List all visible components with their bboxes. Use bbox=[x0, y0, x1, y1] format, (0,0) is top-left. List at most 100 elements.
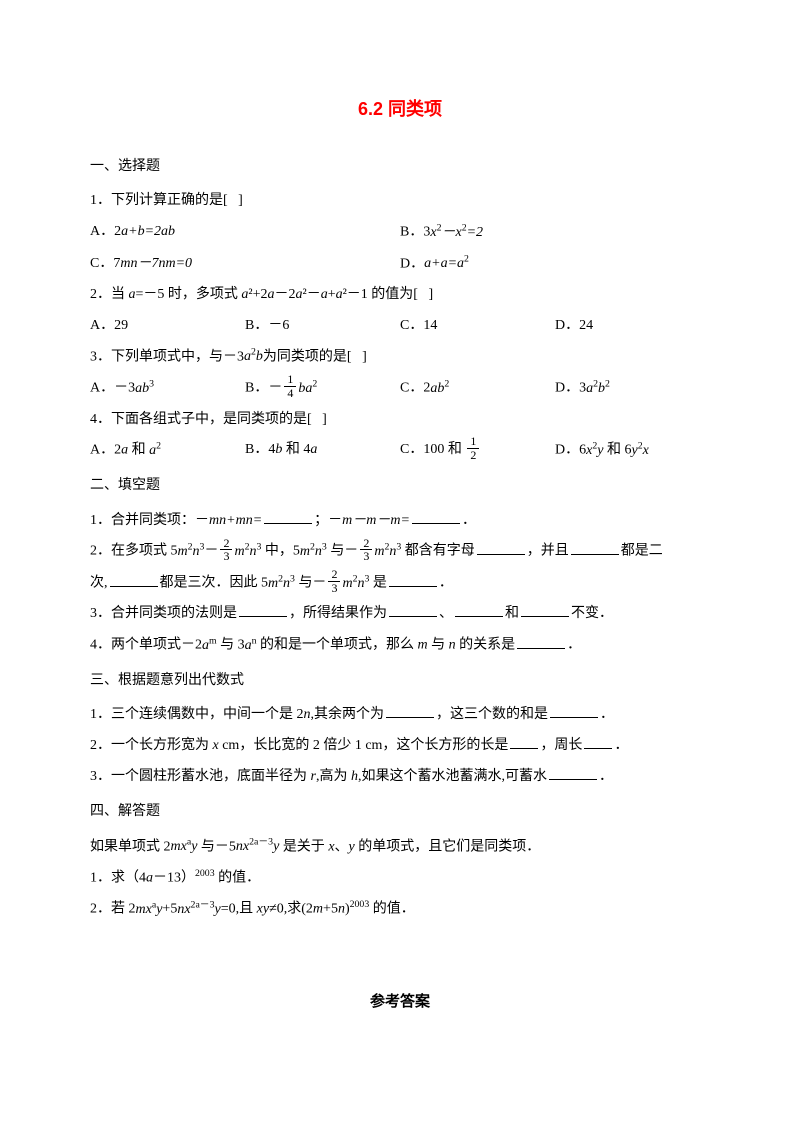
t: +5 bbox=[323, 902, 338, 917]
fill-blank[interactable] bbox=[571, 542, 619, 556]
v: m bbox=[418, 638, 428, 653]
t: ． bbox=[600, 707, 614, 722]
fill-blank[interactable] bbox=[549, 766, 597, 780]
fill-blank[interactable] bbox=[521, 604, 569, 618]
frac-icon: 12 bbox=[467, 435, 479, 461]
opt-C: C．100 和 12 bbox=[400, 435, 555, 466]
t: ；－ bbox=[314, 513, 342, 528]
fill-blank[interactable] bbox=[550, 705, 598, 719]
s2-q3: 3．合并同类项的法则是，所得结果作为、和不变． bbox=[90, 599, 710, 630]
label: B．3 bbox=[400, 225, 430, 240]
expr: ba2 bbox=[298, 381, 317, 396]
text: ] bbox=[238, 193, 243, 208]
section-1-heading: 一、选择题 bbox=[90, 152, 710, 183]
opt-A: A．2a 和 a2 bbox=[90, 435, 245, 466]
t: 为同类项的是[ bbox=[263, 349, 352, 364]
v: n bbox=[304, 707, 311, 722]
t: =0,且 bbox=[221, 902, 257, 917]
s: 2a－3 bbox=[249, 837, 273, 848]
label: B．－ bbox=[245, 381, 282, 396]
answers-heading: 参考答案 bbox=[90, 986, 710, 1019]
t: 2．若 2 bbox=[90, 902, 136, 917]
fill-blank[interactable] bbox=[477, 542, 525, 556]
v: m bbox=[313, 902, 323, 917]
t: B．4 bbox=[245, 442, 275, 457]
s4-q2: 2．若 2mxay+5nx2a－3y=0,且 xy≠0,求(2m+5n)2003… bbox=[90, 894, 710, 925]
s: 2 bbox=[464, 254, 469, 265]
t: ，所得结果作为 bbox=[289, 606, 387, 621]
expr: m2n3 bbox=[300, 544, 327, 559]
s1-q3-stem: 3．下列单项式中，与－3a2b为同类项的是[ ] bbox=[90, 342, 710, 373]
v: m bbox=[342, 576, 352, 591]
worksheet-page: 6.2 同类项 一、选择题 1．下列计算正确的是[ ] A．2a+b=2ab B… bbox=[0, 0, 800, 1059]
expr: ab3 bbox=[135, 381, 154, 396]
opt-C: C．14 bbox=[400, 311, 555, 342]
v: a bbox=[296, 287, 303, 302]
s4-q1: 1．求（4a－13）2003 的值． bbox=[90, 863, 710, 894]
t: A．2 bbox=[90, 443, 121, 458]
fill-blank[interactable] bbox=[239, 604, 287, 618]
v: a bbox=[202, 638, 209, 653]
fill-blank[interactable] bbox=[584, 736, 612, 750]
fill-blank[interactable] bbox=[412, 510, 460, 524]
t: ． bbox=[614, 738, 628, 753]
t: 次, bbox=[90, 576, 108, 591]
opt-D: D．24 bbox=[555, 311, 710, 342]
v: a bbox=[129, 287, 136, 302]
t: ． bbox=[599, 769, 613, 784]
expr: nx2a－3y bbox=[236, 839, 279, 854]
d: 2 bbox=[467, 448, 479, 462]
v: m bbox=[374, 544, 384, 559]
t: ,如果这个蓄水池蓄满水,可蓄水 bbox=[358, 769, 547, 784]
v: x bbox=[643, 443, 649, 458]
expr: mxay bbox=[136, 902, 163, 917]
t: +5 bbox=[162, 902, 177, 917]
opt-A: A．29 bbox=[90, 311, 245, 342]
t: ，周长 bbox=[540, 738, 582, 753]
fill-blank[interactable] bbox=[110, 573, 158, 587]
fill-blank[interactable] bbox=[455, 604, 503, 618]
t: 与 bbox=[428, 638, 449, 653]
fill-blank[interactable] bbox=[264, 510, 312, 524]
expr: m2n3 bbox=[268, 576, 295, 591]
label: C．2 bbox=[400, 381, 430, 396]
v: m bbox=[366, 513, 376, 528]
fill-blank[interactable] bbox=[386, 705, 434, 719]
v: a bbox=[268, 287, 275, 302]
s1-q1-options: A．2a+b=2ab B．3x2－x2=2 C．7mn－7nm=0 D．a+a=… bbox=[90, 217, 710, 280]
v: mn bbox=[236, 513, 253, 528]
t: ²－1 的值为[ bbox=[343, 287, 418, 302]
t: 不变． bbox=[571, 606, 613, 621]
fill-blank[interactable] bbox=[389, 573, 437, 587]
s2-q4: 4．两个单项式－2am 与 3an 的和是一个单项式，那么 m 与 n 的关系是… bbox=[90, 630, 710, 661]
v: ab bbox=[135, 381, 149, 396]
opt-D: D．6x2y 和 6y2x bbox=[555, 435, 710, 466]
expr: m2n3 bbox=[342, 576, 369, 591]
v: mn bbox=[120, 256, 137, 271]
s: 2 bbox=[605, 378, 610, 389]
t: 4．两个单项式－2 bbox=[90, 638, 202, 653]
t: 3．合并同类项的法则是 bbox=[90, 606, 237, 621]
fill-blank[interactable] bbox=[510, 736, 538, 750]
v: a bbox=[321, 287, 328, 302]
v: m bbox=[300, 544, 310, 559]
fill-blank[interactable] bbox=[517, 635, 565, 649]
opt-C: C．2ab2 bbox=[400, 373, 555, 404]
fill-blank[interactable] bbox=[389, 604, 437, 618]
t: 和 6 bbox=[603, 443, 631, 458]
v: a bbox=[457, 256, 464, 271]
t: ． bbox=[567, 638, 581, 653]
t: －2 bbox=[275, 287, 296, 302]
v: n bbox=[236, 839, 243, 854]
s: 2003 bbox=[195, 868, 215, 879]
opt-D: D．3a2b2 bbox=[555, 373, 710, 404]
t: 1．求（4 bbox=[90, 871, 146, 886]
t: 的单项式，且它们是同类项． bbox=[355, 839, 541, 854]
page-title: 6.2 同类项 bbox=[90, 90, 710, 130]
t: ²－ bbox=[303, 287, 321, 302]
d: 3 bbox=[360, 549, 372, 563]
expr: nx2a－3y bbox=[177, 902, 220, 917]
expr: mxay bbox=[171, 839, 198, 854]
expr: a2b2 bbox=[586, 381, 610, 396]
t: 、 bbox=[439, 606, 453, 621]
